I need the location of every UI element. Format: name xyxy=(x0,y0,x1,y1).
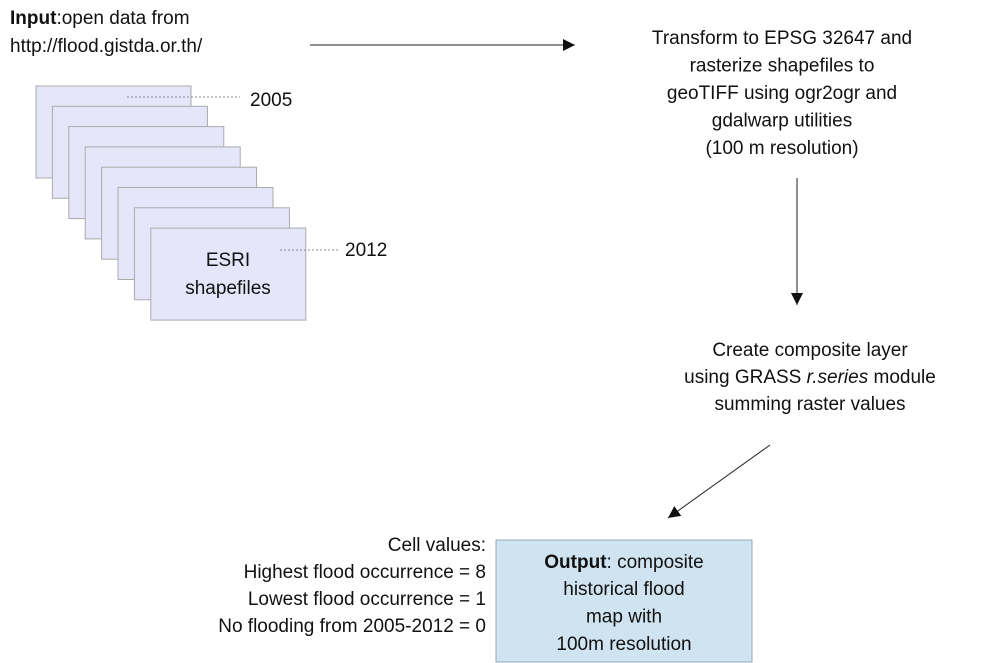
input-text: Input:open data from xyxy=(10,8,190,29)
step-1-line: (100 m resolution) xyxy=(705,138,858,159)
step-1-line: geoTIFF using ogr2ogr and xyxy=(667,83,897,104)
shapefile-sheet xyxy=(150,227,307,321)
stack-label: ESRI xyxy=(206,250,250,271)
input-desc: :open data from xyxy=(56,8,189,29)
step-1-line: Transform to EPSG 32647 and xyxy=(652,28,912,49)
first-year: 2005 xyxy=(250,90,292,111)
output-box xyxy=(495,539,753,663)
output-lines: historical flood map with 100m resolution xyxy=(556,579,691,655)
output-line: map with xyxy=(586,607,662,628)
output-label: Output xyxy=(544,552,607,573)
cell-values-title: Cell values: xyxy=(388,535,486,556)
cell-value-line: Lowest flood occurrence = 1 xyxy=(248,589,486,610)
stack-label: shapefiles xyxy=(185,278,271,299)
output-line: Output: composite xyxy=(544,552,703,573)
step-2-line: summing raster values xyxy=(714,394,905,415)
step-1: Transform to EPSG 32647 and rasterize sha… xyxy=(652,28,912,159)
output-line: 100m resolution xyxy=(556,634,691,655)
last-year: 2012 xyxy=(345,240,387,261)
output-line: historical flood xyxy=(563,579,684,600)
step-1-line: gdalwarp utilities xyxy=(712,111,852,132)
cell-values: Cell values: Highest flood occurrence = 8… xyxy=(218,535,486,637)
cell-value-line: Highest flood occurrence = 8 xyxy=(244,562,486,583)
step-2-line: using GRASS r.series module xyxy=(684,367,936,388)
module-name: r.series xyxy=(807,367,869,388)
text: module xyxy=(868,367,936,388)
shapefile-stack xyxy=(35,85,307,321)
cell-value-line: No flooding from 2005-2012 = 0 xyxy=(218,616,486,637)
step-2-line: Create composite layer xyxy=(712,340,908,361)
text: using GRASS xyxy=(684,367,807,388)
input-label: Input xyxy=(10,8,57,29)
step-1-line: rasterize shapefiles to xyxy=(690,56,875,77)
arrow xyxy=(667,444,771,519)
text: : composite xyxy=(607,552,704,573)
input-url: http://flood.gistda.or.th/ xyxy=(10,36,203,57)
